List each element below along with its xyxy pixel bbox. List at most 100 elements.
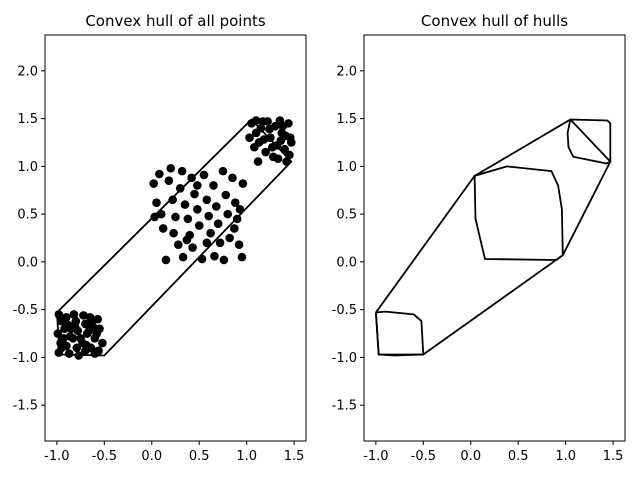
scatter-point <box>206 228 215 238</box>
axes-frame <box>44 34 307 442</box>
scatter-point <box>68 334 78 343</box>
scatter-point <box>210 251 219 261</box>
cluster-hull-top-right <box>566 118 612 165</box>
scatter-point <box>158 224 168 233</box>
scatter-point <box>193 181 202 190</box>
scatter-point <box>194 221 204 230</box>
scatter-point <box>230 224 239 233</box>
y-tick-label: 2.0 <box>336 64 357 79</box>
scatter-point <box>92 329 102 338</box>
scatter-point <box>204 211 214 221</box>
right-axes: Convex hull of hulls -1.0 -0.5 0.0 0.5 1.0 1.5… <box>332 12 626 464</box>
x-tick-label: 0.5 <box>189 449 210 464</box>
y-tick-label: -1.5 <box>332 399 357 414</box>
y-tick-label: 0.0 <box>17 255 38 270</box>
scatter-point <box>64 349 74 358</box>
scatter-point <box>223 209 232 219</box>
chart-title: Convex hull of hulls <box>421 12 568 30</box>
scatter-point <box>197 254 207 264</box>
scatter-point <box>156 209 166 219</box>
x-tick-label: 1.0 <box>555 449 576 464</box>
x-tick-label: -0.5 <box>92 449 117 464</box>
scatter-point <box>183 214 193 224</box>
x-tick-label: 0.5 <box>508 449 529 464</box>
scatter-point <box>166 163 176 173</box>
y-tick-label: 1.0 <box>17 160 38 175</box>
scatter-point <box>209 181 218 190</box>
left-axes: Convex hull of all points -1.0 -0.5 0.0 0.5 1… <box>13 12 307 464</box>
scatter-point <box>94 346 103 356</box>
scatter-point <box>62 312 71 322</box>
scatter-point <box>261 147 270 157</box>
scatter-point <box>219 255 229 265</box>
scatter-point <box>230 198 240 207</box>
scatter-point <box>149 179 158 188</box>
scatter-point <box>182 235 192 245</box>
scatter-point <box>213 219 223 228</box>
scatter-point <box>175 184 185 193</box>
scatter-point <box>225 233 234 243</box>
scatter-point <box>273 154 283 164</box>
x-tick-label: 0.0 <box>460 449 481 464</box>
scatter-point <box>180 200 190 209</box>
y-tick-label: 1.0 <box>336 160 357 175</box>
y-tick-label: 0.5 <box>17 208 38 223</box>
scatter-point <box>215 238 225 248</box>
scatter-point <box>79 311 88 320</box>
scatter-point <box>193 205 202 214</box>
scatter-point <box>285 150 294 160</box>
scatter-point <box>76 334 85 343</box>
scatter-point <box>258 117 268 126</box>
scatter-point <box>155 169 164 179</box>
scatter-point <box>265 124 274 134</box>
y-tick-label: -0.5 <box>13 303 38 318</box>
scatter-point <box>53 329 63 338</box>
scatter-point <box>81 319 90 329</box>
scatter-point <box>57 343 66 353</box>
scatter-point <box>169 228 178 238</box>
x-tick-label: 1.5 <box>284 449 305 464</box>
scatter-point <box>234 240 244 249</box>
scatter-point <box>266 133 275 142</box>
y-tick-label: 1.5 <box>17 112 38 127</box>
scatter-point <box>286 138 296 147</box>
x-tick-label: -1.0 <box>363 449 388 464</box>
scatter-point <box>238 179 248 188</box>
scatter-point <box>150 212 159 222</box>
scatter-point <box>177 166 187 176</box>
scatter-point <box>54 310 64 319</box>
y-tick-label: -0.5 <box>332 303 357 318</box>
x-tick-label: 1.5 <box>603 449 624 464</box>
scatter-point <box>72 343 82 353</box>
scatter-point <box>188 243 197 252</box>
scatter-point <box>164 176 174 185</box>
scatter-point <box>69 310 79 319</box>
scatter-point <box>59 334 68 343</box>
y-tick-label: -1.5 <box>13 399 38 414</box>
x-tick-label: 1.0 <box>236 449 257 464</box>
scatter-point <box>282 157 291 166</box>
scatter-point <box>254 138 264 147</box>
scatter-point <box>168 195 177 205</box>
y-tick-label: -1.0 <box>332 351 357 366</box>
y-tick-label: 2.0 <box>17 64 38 79</box>
scatter-point <box>278 121 288 131</box>
hull-of-hulls <box>375 118 612 356</box>
scatter-point <box>212 202 221 211</box>
scatter-point <box>187 173 196 183</box>
x-tick-label: 0.0 <box>141 449 162 464</box>
scatter-point <box>202 195 212 205</box>
cluster-hull-center <box>473 165 564 261</box>
scatter-point <box>81 340 91 350</box>
x-tick-label: -0.5 <box>411 449 436 464</box>
scatter-point <box>84 326 94 335</box>
scatter-point <box>174 240 183 249</box>
scatter-point <box>268 142 277 152</box>
y-tick-label: -1.0 <box>13 351 38 366</box>
scatter-point <box>256 123 266 133</box>
scatter-point <box>70 321 80 331</box>
x-tick-label: -1.0 <box>44 449 69 464</box>
scatter-point <box>228 173 237 183</box>
scatter-point <box>171 212 180 222</box>
